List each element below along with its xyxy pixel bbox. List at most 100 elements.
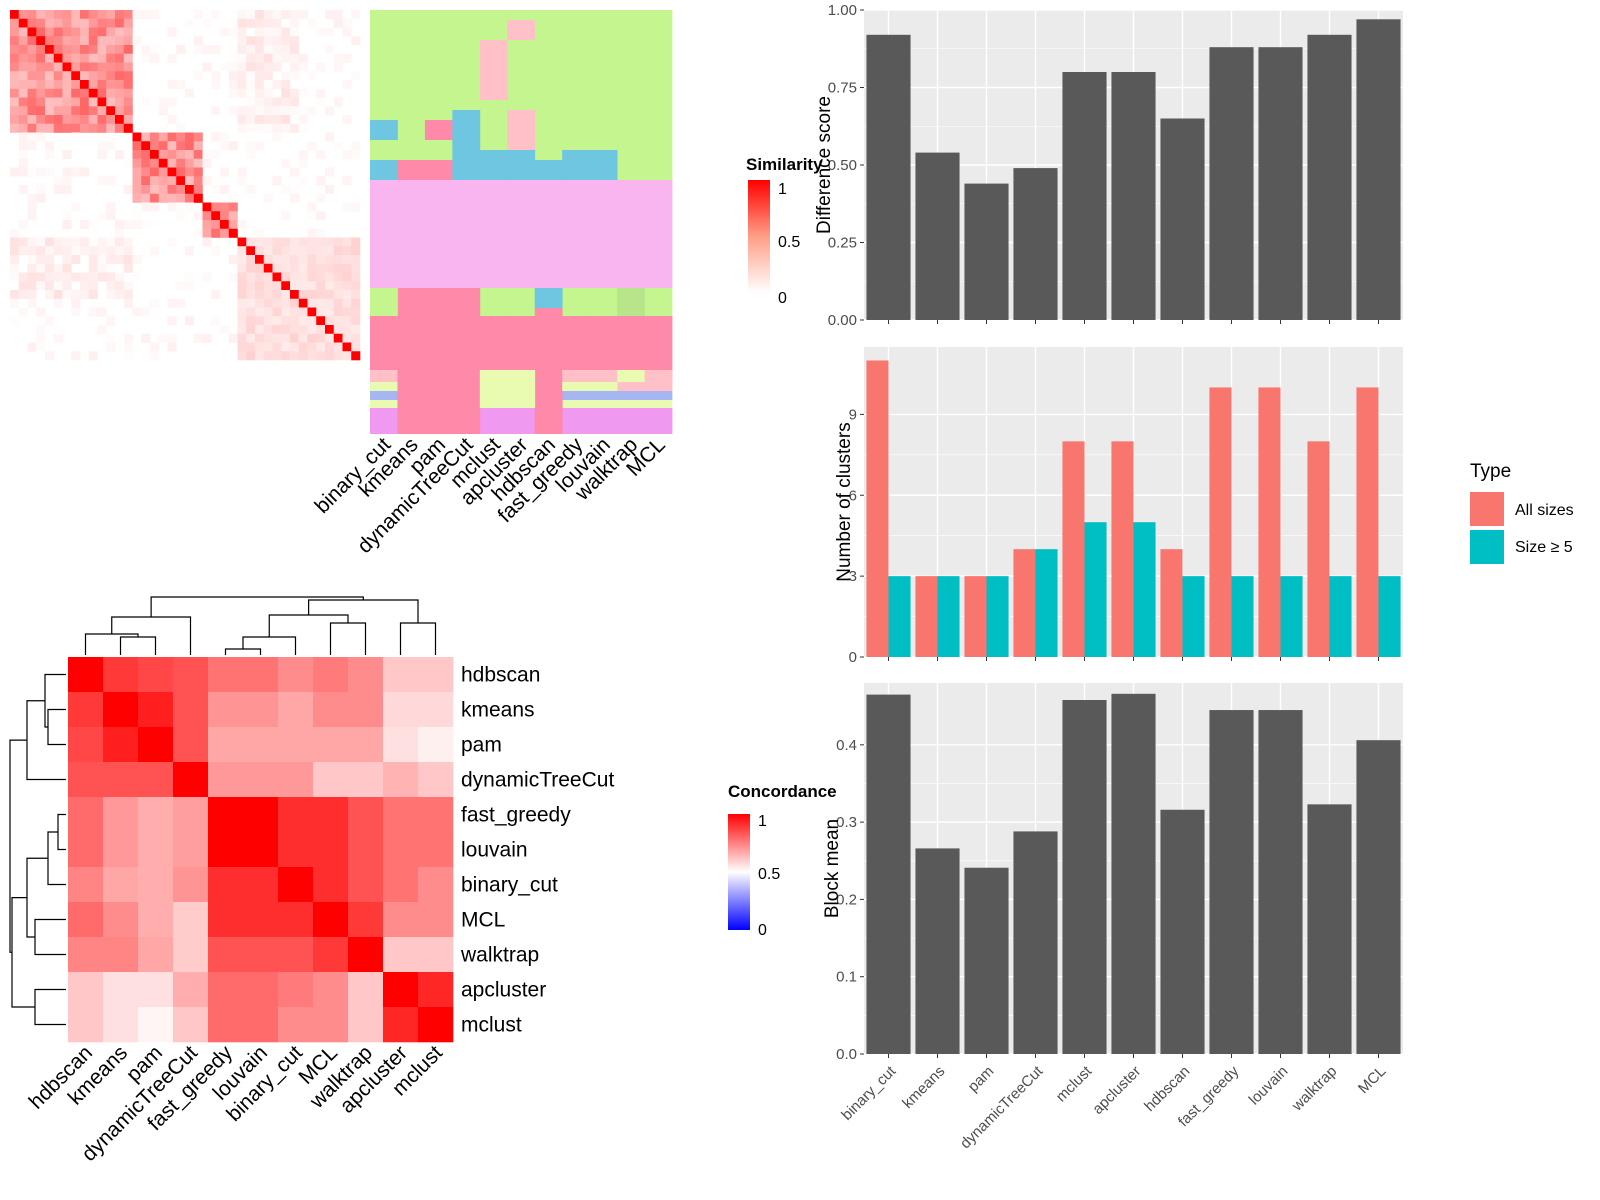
similarity-cell — [237, 88, 247, 98]
similarity-cell — [193, 36, 203, 46]
block-mean-chart: 0.0 0.1 0.2 0.3 0.4 Block mean binary_cut kmean… — [822, 683, 1403, 1152]
y-axis-label: Number of clusters — [834, 422, 855, 581]
similarity-cell — [307, 307, 317, 317]
similarity-cell — [115, 45, 125, 55]
similarity-cell — [18, 281, 28, 291]
similarity-cell — [228, 220, 238, 230]
similarity-cell — [237, 290, 247, 300]
similarity-cell — [281, 255, 291, 265]
similarity-cell — [202, 333, 212, 343]
concordance-cell — [208, 727, 244, 763]
similarity-cell — [123, 18, 133, 28]
bar — [1013, 831, 1058, 1054]
similarity-cell — [228, 71, 238, 81]
similarity-cell — [272, 263, 282, 273]
similarity-cell — [333, 307, 343, 317]
column-dendrogram-link — [399, 622, 437, 655]
concordance-cell — [278, 902, 314, 938]
similarity-cell — [132, 255, 142, 265]
similarity-cell — [45, 316, 55, 326]
concordance-row-label: mclust — [461, 1014, 522, 1037]
similarity-cell — [36, 18, 46, 28]
similarity-cell — [123, 342, 133, 352]
similarity-cell — [106, 115, 116, 125]
concordance-legend: Concordance 1 0.5 0 — [728, 782, 837, 939]
similarity-cell — [246, 316, 256, 326]
similarity-cell — [106, 27, 116, 37]
similarity-cell — [325, 167, 335, 177]
similarity-cell — [281, 53, 291, 63]
similarity-cell — [45, 150, 55, 160]
similarity-cell — [246, 237, 256, 247]
similarity-cell — [272, 298, 282, 308]
concordance-cell — [173, 832, 209, 868]
similarity-cell — [88, 281, 98, 291]
similarity-cell — [228, 193, 238, 203]
similarity-cell — [123, 106, 133, 116]
concordance-cell — [383, 937, 419, 973]
similarity-cell — [246, 290, 256, 300]
similarity-cell — [115, 53, 125, 63]
concordance-cell — [138, 1007, 174, 1043]
annotation-cell — [370, 160, 398, 180]
concordance-cell — [68, 727, 104, 763]
similarity-cell — [298, 333, 308, 343]
similarity-cell — [62, 71, 72, 81]
similarity-cell — [342, 18, 352, 28]
bar — [915, 576, 938, 657]
similarity-cell — [132, 220, 142, 230]
similarity-cell — [176, 185, 186, 195]
concordance-cell — [208, 832, 244, 868]
similarity-cell — [27, 237, 37, 247]
similarity-cell — [36, 115, 46, 125]
similarity-cell — [342, 202, 352, 212]
annotation-cell — [562, 391, 591, 400]
concordance-cell — [313, 937, 349, 973]
bar — [1209, 387, 1232, 657]
type-legend-label-size5: Size ≥ 5 — [1515, 539, 1573, 556]
similarity-cell — [307, 316, 317, 326]
annotation-cell — [370, 382, 398, 391]
row-dendrogram-link — [26, 857, 48, 938]
similarity-cell — [167, 185, 177, 195]
concordance-row-label: binary_cut — [461, 874, 558, 897]
similarity-cell — [115, 237, 125, 247]
concordance-cell — [243, 1007, 279, 1043]
concordance-cell — [313, 972, 349, 1008]
similarity-cell — [18, 27, 28, 37]
similarity-cell — [228, 211, 238, 221]
similarity-cell — [351, 351, 361, 361]
similarity-cell — [298, 272, 308, 282]
similarity-cell — [272, 307, 282, 317]
similarity-cell — [211, 45, 221, 55]
similarity-cell — [325, 290, 335, 300]
similarity-cell — [263, 290, 273, 300]
similarity-cell — [80, 27, 90, 37]
similarity-cell — [123, 263, 133, 273]
similarity-cell — [316, 351, 326, 361]
similarity-cell — [62, 281, 72, 291]
concordance-cell — [383, 972, 419, 1008]
similarity-cell — [27, 255, 37, 265]
annotation-cell — [589, 408, 618, 434]
similarity-cell — [263, 307, 273, 317]
concordance-cell — [173, 937, 209, 973]
similarity-cell — [106, 202, 116, 212]
similarity-cell — [158, 185, 168, 195]
similarity-cell — [80, 106, 90, 116]
similarity-cell — [80, 246, 90, 256]
similarity-cell — [255, 88, 265, 98]
similarity-cell — [45, 115, 55, 125]
similarity-cell — [351, 342, 361, 352]
similarity-cell — [342, 80, 352, 90]
y-tick-label: 0.4 — [836, 737, 857, 754]
similarity-cell — [71, 53, 81, 63]
similarity-cell — [342, 272, 352, 282]
similarity-cell — [97, 62, 107, 72]
concordance-cell — [103, 692, 139, 728]
similarity-cell — [263, 88, 273, 98]
similarity-cell — [307, 141, 317, 151]
annotation-cell — [644, 180, 673, 288]
similarity-cell — [255, 10, 265, 20]
concordance-row-label: louvain — [461, 839, 528, 862]
